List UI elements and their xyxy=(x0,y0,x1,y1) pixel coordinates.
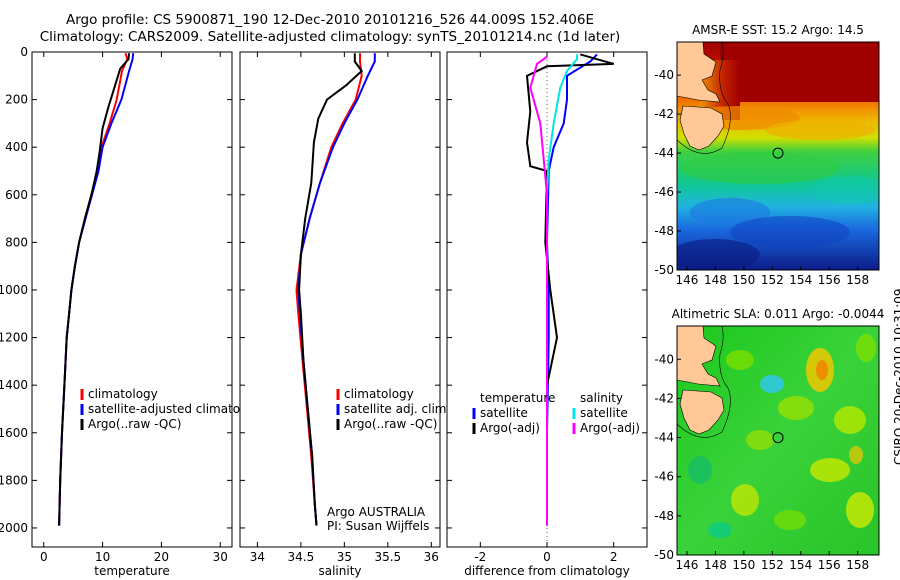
map-y-tick-label: -48 xyxy=(654,224,674,238)
y-tick-label: 1000 xyxy=(0,283,28,297)
map-x-tick-label: 152 xyxy=(761,558,784,572)
series-line xyxy=(545,53,598,526)
x-tick-label: 2 xyxy=(610,550,618,564)
x-tick-label: 20 xyxy=(154,550,169,564)
series-line xyxy=(525,53,614,526)
map-x-tick-label: 150 xyxy=(732,273,755,287)
figure-title-line-2: Climatology: CARS2009. Satellite-adjuste… xyxy=(39,29,621,45)
sst-land xyxy=(677,42,731,154)
x-tick-label: 30 xyxy=(213,550,228,564)
legend-entry: Argo(-adj) xyxy=(580,421,640,435)
y-tick-label: 1600 xyxy=(0,426,28,440)
map-x-tick-label: 152 xyxy=(761,273,784,287)
y-tick-label: 1800 xyxy=(0,473,28,487)
plot-frame xyxy=(31,51,233,548)
series-line xyxy=(529,55,548,526)
map-y-tick-label: -46 xyxy=(654,185,674,199)
y-tick-label: 800 xyxy=(5,235,28,249)
y-tick-label: 1200 xyxy=(0,331,28,345)
legend-entry: satellite xyxy=(580,406,628,420)
map-y-tick-label: -42 xyxy=(654,391,674,405)
map-frame xyxy=(676,325,880,556)
map-x-tick-label: 158 xyxy=(846,273,869,287)
sla-field xyxy=(677,326,879,555)
map-x-tick-label: 156 xyxy=(818,273,841,287)
map-y-tick-label: -44 xyxy=(654,431,674,445)
salinity-profile: 34 34.5 35 35.5 36 salinity climatologysatelli… xyxy=(239,51,450,578)
legend-entry: Argo(..raw -QC) xyxy=(344,417,437,431)
y-tick-label: 2000 xyxy=(0,521,28,535)
annotation-text: Argo AUSTRALIA xyxy=(327,505,426,519)
map-y-tick-label: -42 xyxy=(654,107,674,121)
map-x-tick-label: 158 xyxy=(846,558,869,572)
sla-map: Altimetric SLA: 0.011 Argo: -0.0044 146 14… xyxy=(654,307,884,572)
sst-field xyxy=(677,42,879,270)
map-x-tick-label: 156 xyxy=(818,558,841,572)
x-tick-label: 36 xyxy=(424,550,439,564)
x-axis-label: temperature xyxy=(94,564,169,578)
x-tick-label: 10 xyxy=(95,550,110,564)
y-tick-label: 0 xyxy=(20,45,28,59)
map-y-tick-label: -44 xyxy=(654,146,674,160)
sla-land xyxy=(677,326,731,438)
map-x-tick-label: 154 xyxy=(789,273,812,287)
x-tick-label: 34 xyxy=(250,550,265,564)
legend-entry: Argo(-adj) xyxy=(480,421,540,435)
map-x-tick-label: 154 xyxy=(789,558,812,572)
legend-entry: satellite adj. clim. xyxy=(344,402,450,416)
float-position-marker xyxy=(772,432,784,444)
map-y-tick-label: -46 xyxy=(654,470,674,484)
float-position-marker xyxy=(772,147,784,159)
map-title: Altimetric SLA: 0.011 Argo: -0.0044 xyxy=(672,307,885,321)
map-y-tick-label: -48 xyxy=(654,509,674,523)
map-x-tick-label: 148 xyxy=(704,558,727,572)
map-y-tick-label: -40 xyxy=(654,68,674,82)
legend-entry: climatology xyxy=(88,387,158,401)
map-x-tick-label: 146 xyxy=(676,558,699,572)
legend-entry: satellite xyxy=(480,406,528,420)
x-tick-label: 35.5 xyxy=(374,550,401,564)
plot-frame xyxy=(239,51,441,548)
legend-entry: climatology xyxy=(344,387,414,401)
sst-map: AMSR-E SST: 15.2 Argo: 14.5 146 148 150 152 1… xyxy=(654,23,880,287)
y-tick-label: 1400 xyxy=(0,378,28,392)
x-tick-label: 35 xyxy=(337,550,352,564)
map-axes: AMSR-E SST: 15.2 Argo: 14.5 146 148 150 152 1… xyxy=(654,23,884,572)
x-tick-label: 0 xyxy=(40,550,48,564)
legend-entry: Argo(..raw -QC) xyxy=(88,417,181,431)
map-x-tick-label: 150 xyxy=(732,558,755,572)
map-y-tick-label: -50 xyxy=(654,548,674,562)
map-title: AMSR-E SST: 15.2 Argo: 14.5 xyxy=(692,23,864,37)
map-y-tick-label: -40 xyxy=(654,352,674,366)
legend-group-title: temperature xyxy=(480,391,555,405)
legend-group-title: salinity xyxy=(580,391,623,405)
series-line xyxy=(58,53,131,526)
profile-charts: 0 10 20 30020040060080010001200140016001800… xyxy=(0,45,648,578)
figure-title-line-1: Argo profile: CS 5900871_190 12-Dec-2010… xyxy=(65,12,595,28)
map-frame xyxy=(676,41,880,271)
temperature-profile: 0 10 20 30 0 200 400 600 800 1000 1200 1400 1600 1800… xyxy=(0,45,266,578)
x-axis-label: difference from climatology xyxy=(464,564,630,578)
x-axis-label: salinity xyxy=(318,564,361,578)
map-x-tick-label: 148 xyxy=(704,273,727,287)
y-tick-label: 200 xyxy=(5,93,28,107)
annotation-text: PI: Susan Wijffels xyxy=(327,519,429,533)
x-tick-label: -2 xyxy=(474,550,486,564)
series-line xyxy=(298,53,364,526)
map-y-tick-label: -50 xyxy=(654,263,674,277)
x-tick-label: 0 xyxy=(543,550,551,564)
y-tick-label: 400 xyxy=(5,140,28,154)
y-tick-label: 600 xyxy=(5,188,28,202)
legend-entry: satellite-adjusted climatology xyxy=(88,402,266,416)
map-x-tick-label: 146 xyxy=(676,273,699,287)
x-tick-label: 34.5 xyxy=(288,550,315,564)
